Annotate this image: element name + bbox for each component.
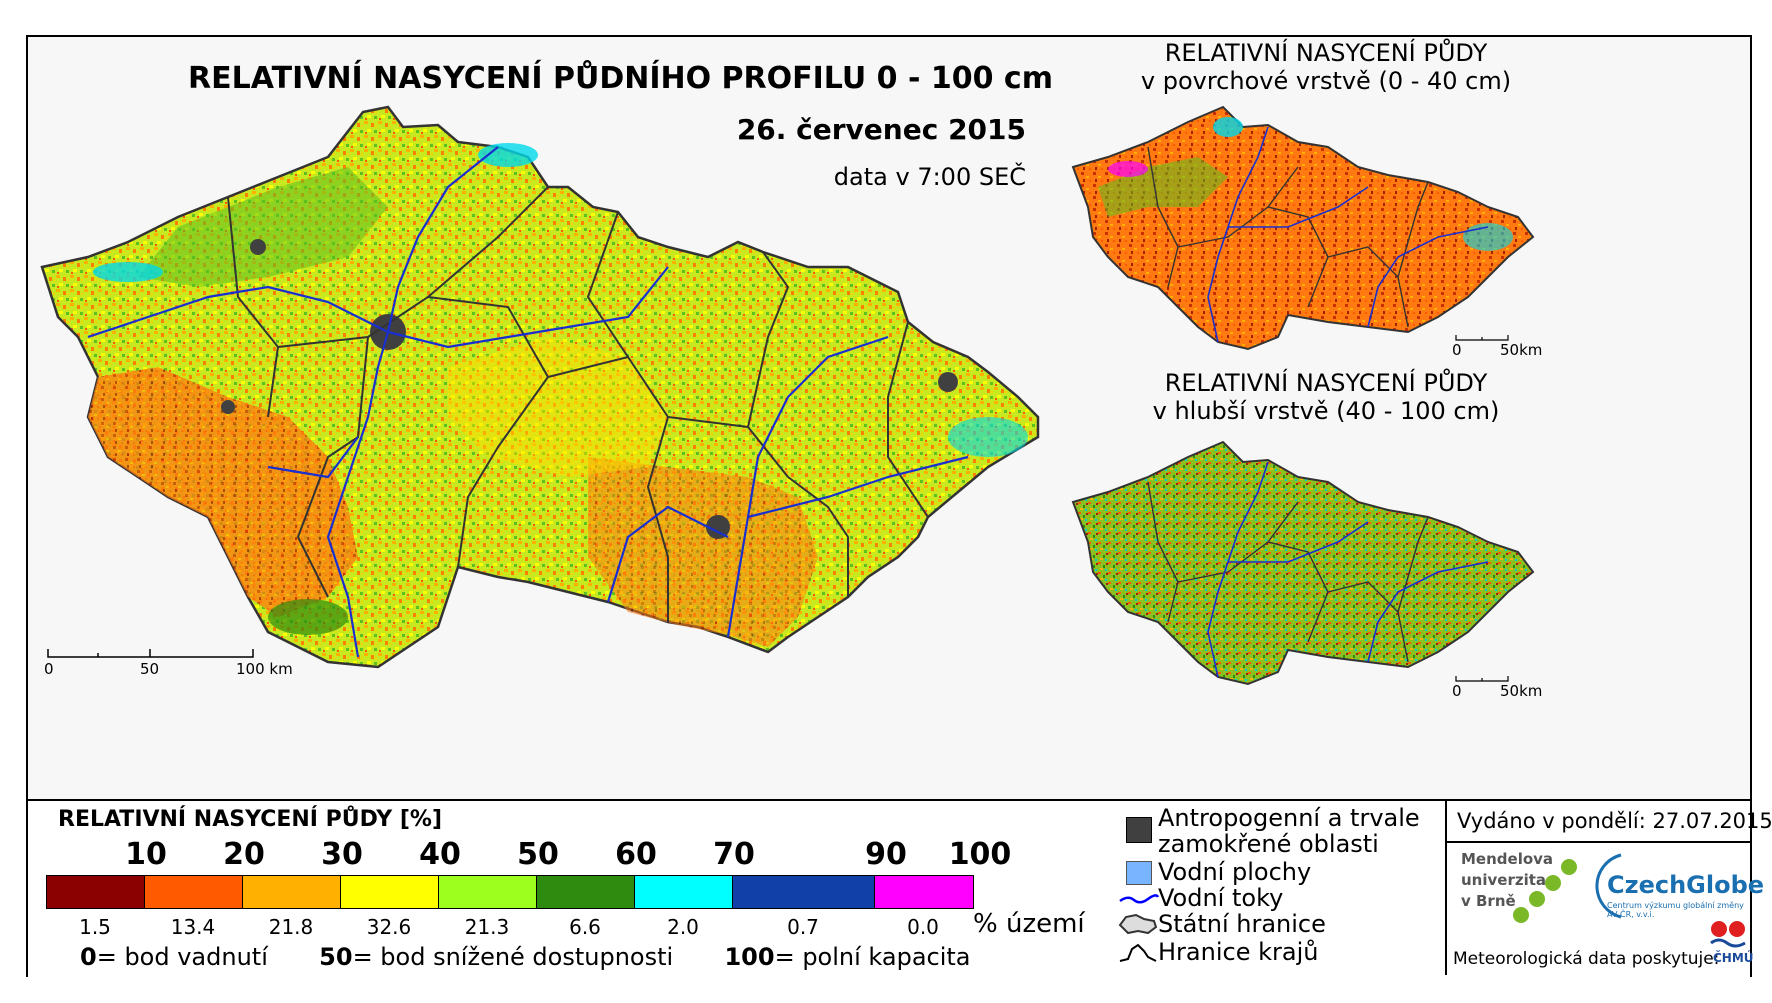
legend-color-bar <box>46 875 974 909</box>
desc-num-100: 100 <box>724 943 775 971</box>
legend-pct-8: 0.7 <box>787 915 819 939</box>
czechglobe-logo: CzechGlobe <box>1607 871 1765 899</box>
issued-date: Vydáno v pondělí: 27.07.2015 <box>1447 801 1772 843</box>
desc-num-50: 50 <box>319 943 353 971</box>
legend-pct-4: 32.6 <box>366 915 412 939</box>
info-box: Vydáno v pondělí: 27.07.2015 Mendelova u… <box>1445 801 1772 975</box>
czechglobe-arc-icon <box>1595 853 1622 919</box>
main-map-time: data v 7:00 SEČ <box>833 163 1026 191</box>
symbol-state-border: Státní hranice <box>1118 911 1326 939</box>
legend-tick-40: 40 <box>419 837 461 872</box>
legend-tick-70: 70 <box>713 837 755 872</box>
legend-pct-9: 0.0 <box>907 915 939 939</box>
legend-title: RELATIVNÍ NASYCENÍ PŮDY [%] <box>58 807 443 832</box>
desc-text-0: = bod vadnutí <box>96 943 268 971</box>
symbol-wet-label-1: Antropogenní a trvale <box>1158 804 1420 832</box>
inset-bottom-title-line1: RELATIVNÍ NASYCENÍ PŮDY <box>1164 369 1488 397</box>
legend-class-4 <box>341 876 439 908</box>
inset-top-scale-0: 0 <box>1452 341 1462 359</box>
legend-class-1 <box>47 876 145 908</box>
legend-pct-7: 2.0 <box>667 915 699 939</box>
inset-top-scale-50: 50km <box>1500 341 1542 359</box>
legend-tick-90: 90 <box>865 837 907 872</box>
inset-top-title-line2: v povrchové vrstvě (0 - 40 cm) <box>1140 67 1512 95</box>
mendel-dots-icon <box>1513 859 1577 923</box>
main-map-date: 26. červenec 2015 <box>736 113 1026 146</box>
legend-pct-6: 6.6 <box>569 915 601 939</box>
czechglobe-subtitle: Centrum výzkumu globální změny AV ČR, v.… <box>1607 901 1744 919</box>
desc-text-50: = bod snížené dostupnosti <box>352 943 674 971</box>
symbol-region-border-label: Hranice krajů <box>1158 938 1319 966</box>
main-scale-label-100: 100 km <box>236 660 293 678</box>
symbol-water-bodies: Vodní plochy <box>1118 859 1311 887</box>
water-body-swatch-icon <box>1126 861 1152 885</box>
inset-top-title: RELATIVNÍ NASYCENÍ PŮDY v povrchové vrst… <box>1116 39 1536 95</box>
symbol-state-border-label: Státní hranice <box>1158 910 1326 938</box>
main-map: 0 50 100 km <box>40 105 1040 678</box>
legend-class-9 <box>875 876 973 908</box>
symbol-wet-areas: Antropogenní a trvale zamokřené oblasti <box>1118 805 1420 857</box>
legend-description-row: 0= bod vadnutí 50= bod snížené dostupnos… <box>80 943 971 971</box>
main-scale-label-50: 50 <box>140 660 159 678</box>
meteo-data-provider: Meteorologická data poskytuje: <box>1453 949 1720 969</box>
main-scale-bar <box>47 649 254 658</box>
legend-class-8 <box>733 876 875 908</box>
state-border-icon <box>1118 913 1158 935</box>
mendel-line-3: v Brně <box>1461 892 1516 910</box>
mendel-line-1: Mendelova <box>1461 850 1554 868</box>
main-map-title: RELATIVNÍ NASYCENÍ PŮDNÍHO PROFILU 0 - 1… <box>188 61 1053 96</box>
legend-tick-60: 60 <box>615 837 657 872</box>
legend-tick-10: 10 <box>125 837 167 872</box>
legend-pct-2: 13.4 <box>170 915 216 939</box>
desc-text-100: = polní kapacita <box>774 943 971 971</box>
inset-bottom-title-line2: v hlubší vrstvě (40 - 100 cm) <box>1152 397 1500 425</box>
symbol-rivers-label: Vodní toky <box>1158 884 1284 912</box>
symbol-region-border: Hranice krajů <box>1118 939 1318 967</box>
region-border-icon <box>1119 943 1157 962</box>
legend-tick-30: 30 <box>321 837 363 872</box>
legend-class-5 <box>439 876 537 908</box>
map-frame: RELATIVNÍ NASYCENÍ PŮDNÍHO PROFILU 0 - 1… <box>26 35 1772 977</box>
mendel-line-2: univerzita <box>1461 871 1547 889</box>
chmu-label: ČHMÚ <box>1713 951 1754 965</box>
legend-area: RELATIVNÍ NASYCENÍ PŮDY [%] 10 20 30 40 … <box>28 799 1772 977</box>
inset-bottom-scale-0: 0 <box>1452 682 1462 700</box>
inset-bottom-scale-50: 50km <box>1500 682 1542 700</box>
legend-pct-1: 1.5 <box>79 915 111 939</box>
inset-bottom-map: 0 50km <box>1071 440 1542 700</box>
chmu-logo-icon <box>1710 921 1746 948</box>
desc-num-0: 0 <box>80 943 97 971</box>
legend-class-7 <box>635 876 733 908</box>
legend-pct-unit: % území <box>973 909 1085 939</box>
map-area: RELATIVNÍ NASYCENÍ PŮDNÍHO PROFILU 0 - 1… <box>28 37 1750 797</box>
legend-tick-50: 50 <box>517 837 559 872</box>
legend-class-6 <box>537 876 635 908</box>
legend-tick-100: 100 <box>948 837 1012 872</box>
legend-class-2 <box>145 876 243 908</box>
wet-area-swatch-icon <box>1126 817 1152 843</box>
inset-top-title-line1: RELATIVNÍ NASYCENÍ PŮDY <box>1164 39 1488 67</box>
legend-class-3 <box>243 876 341 908</box>
legend-pct-5: 21.3 <box>464 915 510 939</box>
mendel-university-logo: Mendelova univerzita v Brně <box>1461 849 1553 912</box>
symbol-water-label: Vodní plochy <box>1158 858 1312 886</box>
inset-top-map: 0 50km <box>1071 105 1542 359</box>
legend-tick-20: 20 <box>223 837 265 872</box>
symbol-wet-label-2: zamokřené oblasti <box>1158 830 1379 858</box>
symbol-rivers: Vodní toky <box>1118 885 1283 913</box>
river-line-icon <box>1119 894 1160 904</box>
main-scale-label-0: 0 <box>44 660 54 678</box>
legend-pct-3: 21.8 <box>268 915 314 939</box>
inset-bottom-title: RELATIVNÍ NASYCENÍ PŮDY v hlubší vrstvě … <box>1116 369 1536 425</box>
